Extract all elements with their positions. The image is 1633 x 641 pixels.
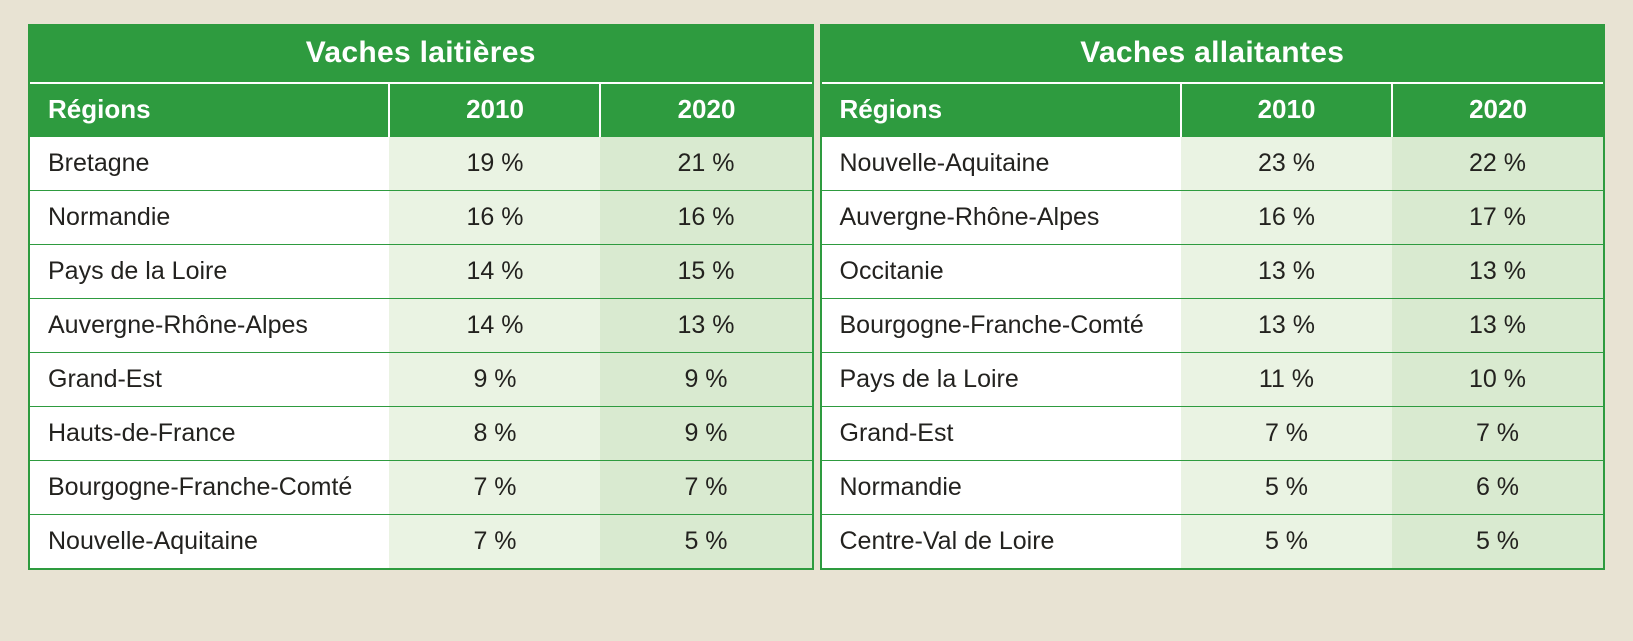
table-row: Nouvelle-Aquitaine 23 % 22 % (822, 137, 1604, 191)
region-cell: Hauts-de-France (30, 407, 389, 461)
value-2010: 7 % (1181, 407, 1392, 461)
value-2010: 23 % (1181, 137, 1392, 191)
left-col-2020: 2020 (600, 83, 811, 137)
value-2010: 13 % (1181, 245, 1392, 299)
value-2010: 7 % (389, 461, 600, 515)
left-col-region: Régions (30, 83, 389, 137)
table-row: Bretagne 19 % 21 % (30, 137, 812, 191)
value-2020: 9 % (600, 353, 811, 407)
region-cell: Bourgogne-Franche-Comté (30, 461, 389, 515)
value-2010: 11 % (1181, 353, 1392, 407)
left-table: Vaches laitières Régions 2010 2020 Breta… (30, 26, 812, 568)
value-2010: 7 % (389, 515, 600, 569)
right-col-2010: 2010 (1181, 83, 1392, 137)
value-2020: 7 % (600, 461, 811, 515)
region-cell: Bretagne (30, 137, 389, 191)
right-table: Vaches allaitantes Régions 2010 2020 Nou… (822, 26, 1604, 568)
left-panel: Vaches laitières Régions 2010 2020 Breta… (28, 24, 814, 570)
region-cell: Auvergne-Rhône-Alpes (30, 299, 389, 353)
region-cell: Pays de la Loire (30, 245, 389, 299)
value-2010: 16 % (1181, 191, 1392, 245)
value-2010: 16 % (389, 191, 600, 245)
right-title: Vaches allaitantes (822, 26, 1604, 83)
value-2020: 16 % (600, 191, 811, 245)
value-2020: 9 % (600, 407, 811, 461)
value-2020: 5 % (600, 515, 811, 569)
table-row: Auvergne-Rhône-Alpes 16 % 17 % (822, 191, 1604, 245)
table-row: Pays de la Loire 14 % 15 % (30, 245, 812, 299)
right-panel: Vaches allaitantes Régions 2010 2020 Nou… (820, 24, 1606, 570)
table-row: Bourgogne-Franche-Comté 13 % 13 % (822, 299, 1604, 353)
region-cell: Nouvelle-Aquitaine (822, 137, 1181, 191)
value-2010: 13 % (1181, 299, 1392, 353)
table-row: Bourgogne-Franche-Comté 7 % 7 % (30, 461, 812, 515)
left-title: Vaches laitières (30, 26, 812, 83)
tables-container: Vaches laitières Régions 2010 2020 Breta… (0, 0, 1633, 594)
table-row: Grand-Est 9 % 9 % (30, 353, 812, 407)
value-2010: 14 % (389, 245, 600, 299)
region-cell: Normandie (30, 191, 389, 245)
value-2010: 5 % (1181, 515, 1392, 569)
table-row: Nouvelle-Aquitaine 7 % 5 % (30, 515, 812, 569)
value-2010: 5 % (1181, 461, 1392, 515)
region-cell: Occitanie (822, 245, 1181, 299)
value-2020: 13 % (1392, 299, 1603, 353)
value-2010: 19 % (389, 137, 600, 191)
value-2020: 15 % (600, 245, 811, 299)
table-row: Pays de la Loire 11 % 10 % (822, 353, 1604, 407)
region-cell: Nouvelle-Aquitaine (30, 515, 389, 569)
table-row: Auvergne-Rhône-Alpes 14 % 13 % (30, 299, 812, 353)
table-row: Normandie 5 % 6 % (822, 461, 1604, 515)
value-2020: 13 % (600, 299, 811, 353)
right-col-2020: 2020 (1392, 83, 1603, 137)
value-2020: 5 % (1392, 515, 1603, 569)
value-2020: 13 % (1392, 245, 1603, 299)
value-2020: 7 % (1392, 407, 1603, 461)
region-cell: Centre-Val de Loire (822, 515, 1181, 569)
value-2020: 21 % (600, 137, 811, 191)
region-cell: Pays de la Loire (822, 353, 1181, 407)
region-cell: Bourgogne-Franche-Comté (822, 299, 1181, 353)
region-cell: Normandie (822, 461, 1181, 515)
table-row: Grand-Est 7 % 7 % (822, 407, 1604, 461)
twin-panels: Vaches laitières Régions 2010 2020 Breta… (28, 24, 1605, 570)
value-2010: 8 % (389, 407, 600, 461)
region-cell: Grand-Est (822, 407, 1181, 461)
value-2010: 14 % (389, 299, 600, 353)
value-2020: 10 % (1392, 353, 1603, 407)
value-2020: 6 % (1392, 461, 1603, 515)
right-col-region: Régions (822, 83, 1181, 137)
region-cell: Auvergne-Rhône-Alpes (822, 191, 1181, 245)
table-row: Hauts-de-France 8 % 9 % (30, 407, 812, 461)
region-cell: Grand-Est (30, 353, 389, 407)
table-row: Occitanie 13 % 13 % (822, 245, 1604, 299)
table-row: Normandie 16 % 16 % (30, 191, 812, 245)
value-2020: 17 % (1392, 191, 1603, 245)
left-col-2010: 2010 (389, 83, 600, 137)
table-row: Centre-Val de Loire 5 % 5 % (822, 515, 1604, 569)
value-2010: 9 % (389, 353, 600, 407)
value-2020: 22 % (1392, 137, 1603, 191)
